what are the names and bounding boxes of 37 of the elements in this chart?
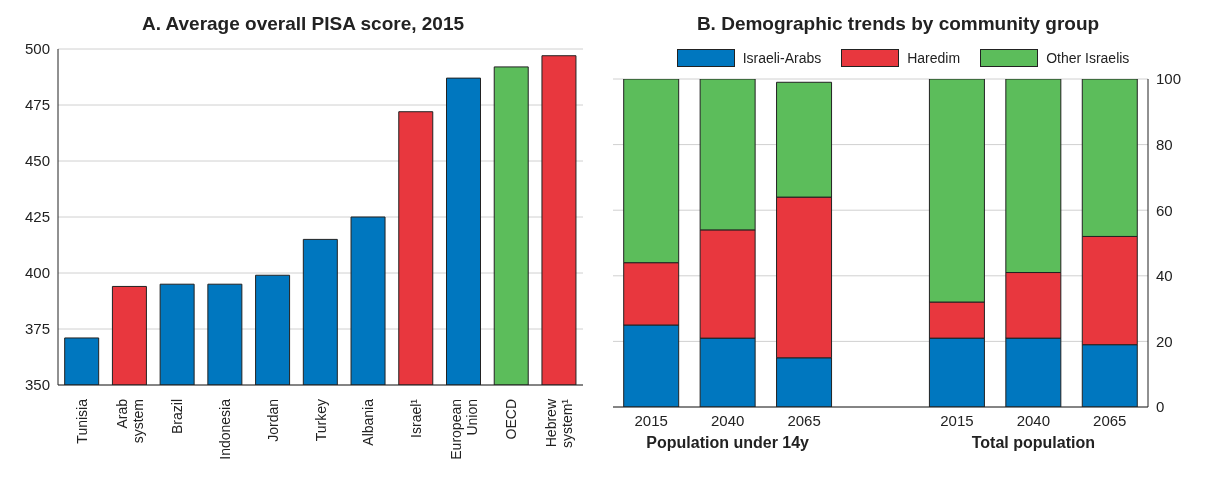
y-tick-label: 475: [24, 96, 50, 114]
y-tick-label: 375: [24, 320, 50, 338]
x-tick-label: European Union: [447, 399, 480, 460]
x-tick-label: 2015: [940, 411, 974, 429]
x-tick-label: 2040: [1016, 411, 1051, 429]
x-tick-label: Brazil: [169, 399, 186, 435]
chart-title: B. Demographic trends by community group: [695, 12, 1101, 36]
x-tick-label: Arab system: [113, 398, 146, 444]
y-tick-label: 40: [1156, 267, 1173, 285]
legend-label: Other Israelis: [1046, 50, 1130, 66]
x-tick-label: Israel¹: [407, 398, 424, 438]
x-tick-label: OECD: [503, 399, 520, 440]
y-tick-label: 100: [1156, 70, 1182, 88]
y-tick-label: 0: [1156, 398, 1165, 416]
chart-title: A. Average overall PISA score, 2015: [141, 13, 465, 34]
x-tick-label: Albania: [360, 398, 377, 446]
y-tick-label: 425: [24, 208, 50, 226]
legend-label: Haredim: [907, 50, 961, 66]
y-tick-label: 400: [24, 264, 50, 282]
legend-label: Israeli-Arabs: [742, 50, 822, 66]
x-tick-label: Hebrew system¹: [543, 398, 576, 448]
y-tick-label: 500: [24, 40, 50, 58]
x-tick-label: 2065: [787, 411, 821, 429]
x-tick-label: 2015: [634, 411, 668, 429]
y-tick-label: 80: [1156, 135, 1173, 153]
y-tick-label: 60: [1156, 201, 1173, 219]
text: Total population: [970, 434, 1096, 452]
y-tick-label: 450: [24, 152, 50, 170]
text: Population under 14y: [645, 434, 810, 452]
x-tick-label: Indonesia: [217, 398, 234, 460]
x-tick-label: 2040: [710, 411, 745, 429]
x-tick-label: 2065: [1093, 411, 1127, 429]
y-tick-label: 20: [1156, 332, 1173, 350]
x-tick-label: Turkey: [312, 399, 329, 442]
x-tick-label: Jordan: [264, 399, 281, 442]
y-tick-label: 350: [24, 376, 50, 394]
x-tick-label: Tunisia: [73, 398, 90, 444]
